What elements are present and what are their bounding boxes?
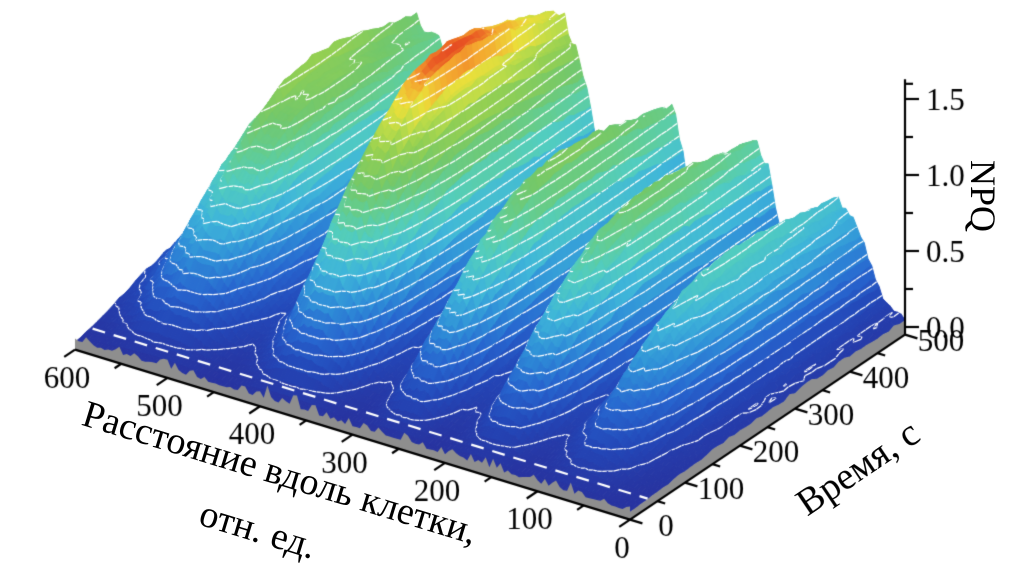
z-axis-label: NPQ — [963, 159, 1003, 233]
